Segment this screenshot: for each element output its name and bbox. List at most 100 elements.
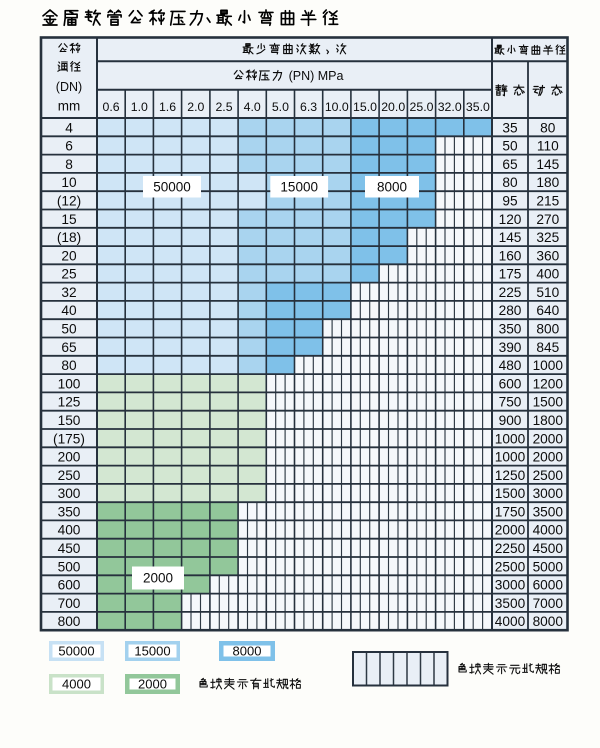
- svg-text:6.3: 6.3: [300, 100, 317, 114]
- svg-text:225: 225: [499, 285, 522, 300]
- svg-text:(PN) MPa: (PN) MPa: [289, 69, 344, 83]
- svg-text:2500: 2500: [495, 559, 526, 574]
- svg-text:750: 750: [499, 395, 522, 410]
- svg-text:800: 800: [58, 614, 81, 629]
- svg-text:4.0: 4.0: [244, 100, 261, 114]
- svg-text:15000: 15000: [134, 644, 170, 659]
- svg-text:500: 500: [58, 559, 81, 574]
- svg-text:3500: 3500: [533, 505, 564, 520]
- svg-text:1250: 1250: [495, 468, 526, 483]
- svg-text:120: 120: [499, 212, 522, 227]
- svg-text:0.6: 0.6: [103, 100, 120, 114]
- svg-text:1200: 1200: [533, 376, 564, 391]
- svg-text:6: 6: [65, 139, 73, 154]
- svg-text:175: 175: [499, 267, 522, 282]
- svg-text:390: 390: [499, 340, 522, 355]
- svg-text:145: 145: [536, 157, 559, 172]
- svg-text:8000: 8000: [533, 614, 564, 629]
- svg-text:20.0: 20.0: [381, 100, 405, 114]
- svg-text:(DN): (DN): [56, 80, 82, 94]
- svg-text:3000: 3000: [533, 486, 564, 501]
- svg-text:15.0: 15.0: [353, 100, 377, 114]
- svg-text:25.0: 25.0: [410, 100, 434, 114]
- svg-text:50: 50: [61, 322, 77, 337]
- svg-text:400: 400: [58, 523, 81, 538]
- svg-text:4000: 4000: [533, 523, 564, 538]
- svg-text:1000: 1000: [495, 450, 526, 465]
- svg-text:(18): (18): [57, 230, 81, 245]
- svg-text:160: 160: [499, 248, 522, 263]
- svg-text:80: 80: [502, 175, 518, 190]
- svg-text:360: 360: [536, 248, 559, 263]
- svg-text:2000: 2000: [138, 677, 167, 692]
- svg-text:900: 900: [499, 413, 522, 428]
- svg-text:95: 95: [502, 194, 518, 209]
- svg-text:1000: 1000: [533, 358, 564, 373]
- svg-text:15000: 15000: [280, 179, 318, 194]
- svg-text:600: 600: [58, 578, 81, 593]
- svg-text:1.6: 1.6: [159, 100, 176, 114]
- svg-text:2000: 2000: [143, 571, 173, 586]
- svg-text:2000: 2000: [533, 431, 564, 446]
- svg-text:480: 480: [499, 358, 522, 373]
- svg-text:10: 10: [61, 175, 77, 190]
- svg-text:6000: 6000: [533, 578, 564, 593]
- svg-text:(12): (12): [57, 194, 81, 209]
- svg-text:350: 350: [58, 505, 81, 520]
- svg-text:2.0: 2.0: [187, 100, 204, 114]
- svg-text:450: 450: [58, 541, 81, 556]
- svg-text:50000: 50000: [58, 644, 94, 659]
- svg-text:65: 65: [61, 340, 77, 355]
- svg-text:35: 35: [502, 120, 518, 135]
- svg-text:1500: 1500: [495, 486, 526, 501]
- svg-text:10.0: 10.0: [325, 100, 349, 114]
- svg-text:4: 4: [65, 120, 73, 135]
- svg-text:50000: 50000: [153, 179, 191, 194]
- svg-text:700: 700: [58, 596, 81, 611]
- svg-text:3500: 3500: [495, 596, 526, 611]
- svg-text:845: 845: [536, 340, 559, 355]
- svg-text:800: 800: [536, 322, 559, 337]
- svg-text:1800: 1800: [533, 413, 564, 428]
- svg-text:2500: 2500: [533, 468, 564, 483]
- svg-text:200: 200: [58, 450, 81, 465]
- svg-text:2000: 2000: [533, 450, 564, 465]
- svg-text:1000: 1000: [495, 431, 526, 446]
- svg-text:2250: 2250: [495, 541, 526, 556]
- svg-text:40: 40: [61, 303, 77, 318]
- svg-text:100: 100: [58, 376, 81, 391]
- svg-text:3000: 3000: [495, 578, 526, 593]
- svg-text:2000: 2000: [495, 523, 526, 538]
- svg-text:145: 145: [499, 230, 522, 245]
- svg-text:35.0: 35.0: [466, 100, 490, 114]
- svg-text:65: 65: [502, 157, 518, 172]
- svg-text:8000: 8000: [233, 644, 262, 659]
- svg-text:80: 80: [540, 120, 556, 135]
- svg-text:600: 600: [499, 376, 522, 391]
- svg-text:8000: 8000: [377, 179, 407, 194]
- svg-text:50: 50: [502, 139, 518, 154]
- svg-text:1500: 1500: [533, 395, 564, 410]
- svg-text:325: 325: [536, 230, 559, 245]
- svg-text:5000: 5000: [533, 559, 564, 574]
- svg-text:8: 8: [65, 157, 73, 172]
- svg-text:110: 110: [537, 139, 559, 154]
- svg-text:4000: 4000: [495, 614, 526, 629]
- svg-text:(175): (175): [53, 431, 85, 446]
- svg-text:300: 300: [58, 486, 81, 501]
- svg-text:350: 350: [499, 322, 522, 337]
- svg-text:150: 150: [58, 413, 81, 428]
- svg-text:7000: 7000: [533, 596, 564, 611]
- svg-text:20: 20: [61, 248, 77, 263]
- svg-text:640: 640: [536, 303, 559, 318]
- svg-text:400: 400: [536, 267, 559, 282]
- svg-text:1.0: 1.0: [131, 100, 148, 114]
- svg-text:2.5: 2.5: [215, 100, 232, 114]
- svg-text:25: 25: [61, 267, 77, 282]
- svg-text:1750: 1750: [495, 505, 526, 520]
- svg-text:280: 280: [499, 303, 522, 318]
- svg-text:270: 270: [536, 212, 559, 227]
- svg-text:4000: 4000: [62, 677, 91, 692]
- svg-text:5.0: 5.0: [272, 100, 289, 114]
- svg-text:250: 250: [58, 468, 81, 483]
